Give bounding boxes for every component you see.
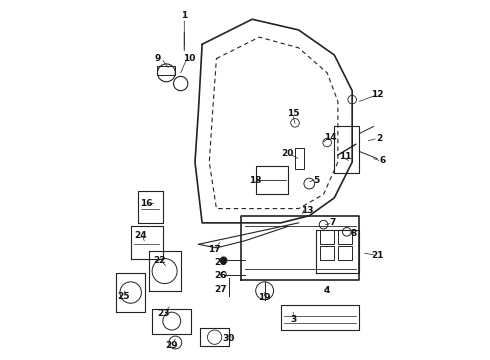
Text: 24: 24 <box>134 231 147 240</box>
Text: 1: 1 <box>181 11 187 20</box>
Text: 5: 5 <box>313 176 319 185</box>
Text: 3: 3 <box>290 315 296 324</box>
Text: 8: 8 <box>351 229 357 238</box>
Text: 21: 21 <box>371 251 383 260</box>
Text: 6: 6 <box>379 156 386 165</box>
Bar <box>295 148 304 169</box>
Text: 10: 10 <box>183 54 196 63</box>
Text: 19: 19 <box>258 293 271 302</box>
Text: 29: 29 <box>166 341 178 350</box>
Circle shape <box>220 257 227 264</box>
Text: 25: 25 <box>117 292 130 301</box>
Bar <box>338 230 352 244</box>
Text: 11: 11 <box>339 152 351 161</box>
Text: 28: 28 <box>215 258 227 267</box>
Bar <box>338 246 352 260</box>
Text: 16: 16 <box>141 199 153 208</box>
Text: 9: 9 <box>154 54 161 63</box>
Text: 17: 17 <box>208 245 221 254</box>
Text: 26: 26 <box>215 271 227 280</box>
Text: 18: 18 <box>249 176 261 185</box>
Text: 22: 22 <box>153 256 166 265</box>
Text: 27: 27 <box>215 285 227 294</box>
Text: 14: 14 <box>324 132 336 141</box>
Bar <box>320 246 334 260</box>
Text: 7: 7 <box>329 219 336 228</box>
Text: 2: 2 <box>376 134 382 143</box>
Text: 4: 4 <box>324 286 330 295</box>
Text: 20: 20 <box>282 149 294 158</box>
Bar <box>157 66 175 75</box>
Text: 13: 13 <box>301 206 314 215</box>
Text: 30: 30 <box>223 334 235 343</box>
Text: 15: 15 <box>287 109 299 118</box>
Bar <box>320 230 334 244</box>
Text: 23: 23 <box>157 309 170 318</box>
Text: 12: 12 <box>371 90 383 99</box>
